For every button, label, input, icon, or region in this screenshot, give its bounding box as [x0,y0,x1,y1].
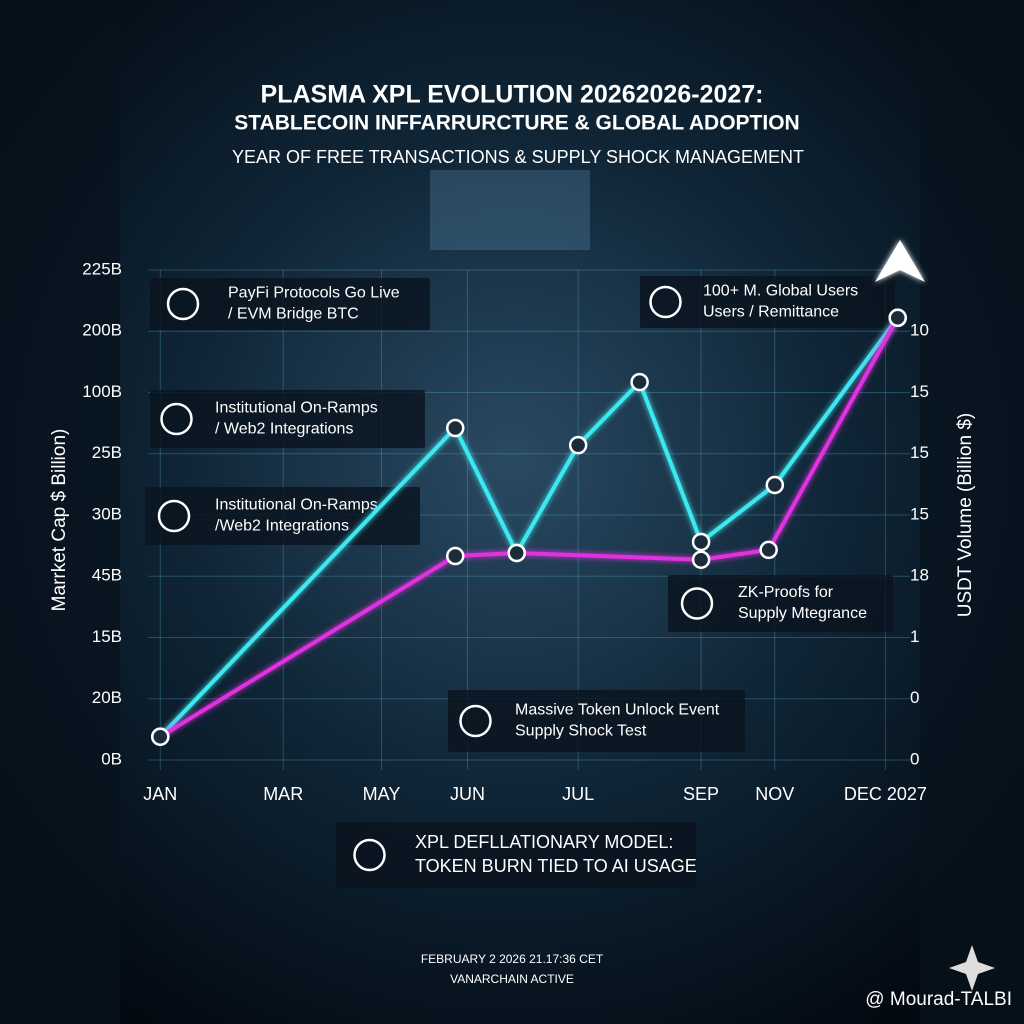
y2-tick-label: 0 [910,688,919,707]
y-tick-label: 25B [92,443,122,462]
annotation-icon [166,287,200,321]
y2-tick-label: 10 [910,321,929,340]
subtitle: YEAR OF FREE TRANSACTIONS & SUPPLY SHOCK… [232,147,804,167]
x-tick-label: JUL [562,784,594,804]
sparkle-icon [949,945,995,991]
annotation-text: Institutional On-Ramps [215,497,378,514]
data-point [765,475,785,495]
x-tick-label: JAN [143,784,177,804]
server-rack [920,0,1024,1024]
annotations: PayFi Protocols Go Live / EVM Bridge BTC I… [145,276,895,888]
ceiling-light [430,170,590,250]
x-tick-label: MAY [363,784,401,804]
x-tick-label: JUN [450,784,485,804]
data-point [507,543,526,563]
y2-tick-label: 18 [910,566,929,585]
series-line [158,316,900,739]
data-point [568,435,588,455]
y2-tick-label: 0 [910,749,919,768]
annotation-box [150,278,430,330]
data-point [888,308,907,328]
y-tick-label: 45B [92,566,122,585]
annotation-text: Massive Token Unlock Event [515,702,720,719]
x-tick-label: SEP [683,784,719,804]
data-point [151,727,170,746]
title: PLASMA XPL EVOLUTION 20262026-2027: [261,81,764,109]
annotation-icon [459,704,492,738]
annotation-text: Users / Remittance [703,304,839,321]
arrow-icon [875,240,925,282]
data-point [446,418,465,438]
title-line2: STABLECOIN INFFARRURCTURE & GLOBAL ADOPT… [234,112,799,135]
annotation-text: PayFi Protocols Go Live [228,285,400,302]
annotation-box [150,390,425,448]
data-point [691,550,711,569]
annotation-box [668,575,893,632]
y-tick-label: 20B [92,688,122,707]
annotation-text: XPL DEFLLATIONARY MODEL: [415,832,673,852]
series-line [159,316,900,739]
annotation-text: Institutional On-Ramps [215,400,378,417]
annotation-text: Supply Shock Test [515,723,647,740]
y-axis-label: Marrket Cap $ Billion) [49,429,70,612]
x-tick-label: NOV [755,784,794,804]
y-tick-label: 100B [82,382,122,401]
data-point [691,532,711,552]
annotation-icon [649,285,682,319]
annotation-box [640,276,895,328]
timestamp: FEBRUARY 2 2026 21.17:36 CET [421,952,604,966]
annotation-box [145,487,420,545]
annotation-text: Supply Mtegrance [738,605,867,622]
annotation-icon [160,402,193,436]
y-tick-label: 15B [92,627,122,646]
server-rack [0,0,120,1024]
y-tick-label: 225B [82,259,122,278]
annotation-text: /Web2 Integrations [215,518,349,535]
x-tick-label: MAR [263,784,303,804]
annotation-text: TOKEN BURN TIED TO AI USAGE [415,856,697,876]
y2-tick-label: 15 [910,504,929,523]
y-tick-label: 200B [82,321,122,340]
y2-tick-label: 15 [910,443,929,462]
status: VANARCHAIN ACTIVE [450,972,574,986]
y2-tick-label: 1 [910,627,919,646]
x-tick-label: DEC 2027 [844,784,927,804]
annotation-text: / Web2 Integrations [215,421,353,438]
y-tick-label: 30B [92,504,122,523]
grid: 225B200B100B25B30B45B15B20B0B10151515181… [82,259,929,803]
annotation-icon [157,499,191,533]
data-point [759,540,778,560]
data-point [446,546,465,566]
annotation-icon [680,587,714,620]
y-tick-label: 0B [101,749,122,768]
annotation-text: / EVM Bridge BTC [228,306,359,323]
annotation-icon [353,838,386,872]
plot [151,308,907,746]
annotation-text: ZK-Proofs for [738,584,834,601]
y2-axis-label: USDT Volume (Billion $) [955,413,976,618]
y2-tick-label: 15 [910,382,929,401]
annotation-box [336,822,696,888]
annotation-box [448,690,745,752]
watermark: @ Mourad-TALBI [865,989,1012,1010]
data-point [630,372,649,392]
annotation-text: 100+ M. Global Users [703,283,858,300]
